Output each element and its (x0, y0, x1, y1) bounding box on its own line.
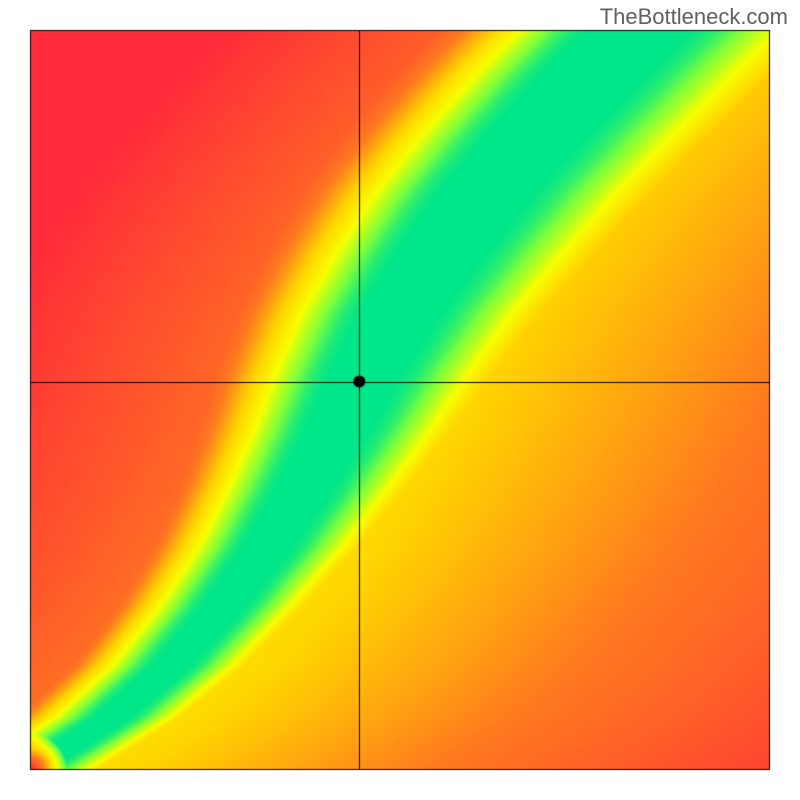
heatmap-canvas (0, 0, 800, 800)
chart-container: TheBottleneck.com (0, 0, 800, 800)
watermark-text: TheBottleneck.com (600, 4, 788, 30)
